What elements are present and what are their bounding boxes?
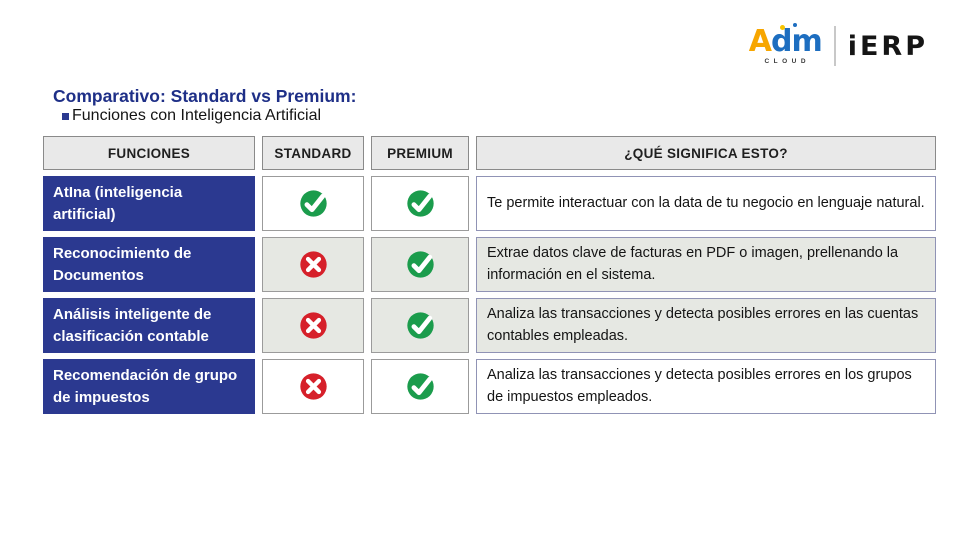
logo-dot-blue bbox=[792, 23, 797, 27]
cross-icon bbox=[298, 249, 329, 280]
column-header-meaning: ¿QUÉ SIGNIFICA ESTO? bbox=[476, 136, 936, 170]
adm-letters-dm: dm bbox=[770, 24, 823, 59]
column-header-funciones: FUNCIONES bbox=[43, 136, 255, 170]
check-icon bbox=[405, 249, 436, 280]
check-icon bbox=[405, 310, 436, 341]
page-subtitle: Funciones con Inteligencia Artificial bbox=[62, 107, 321, 125]
column-header-standard: STANDARD bbox=[262, 136, 364, 170]
check-icon bbox=[405, 371, 436, 402]
column-header-premium: PREMIUM bbox=[371, 136, 469, 170]
function-name-cell: Recomendación de grupo de impuestos bbox=[43, 359, 255, 414]
description-cell: Te permite interactuar con la data de tu… bbox=[476, 176, 936, 231]
standard-status-cell bbox=[262, 176, 364, 231]
cross-icon bbox=[298, 310, 329, 341]
standard-status-cell bbox=[262, 359, 364, 414]
brand-logo: Adm CLOUD iERP bbox=[748, 23, 928, 66]
square-bullet-icon bbox=[62, 112, 69, 120]
adm-wordmark: Adm bbox=[748, 24, 823, 59]
page-title: Comparativo: Standard vs Premium: bbox=[53, 86, 357, 106]
ierp-wordmark: iERP bbox=[847, 30, 928, 62]
adm-letter-a: A bbox=[748, 24, 772, 59]
description-cell: Analiza las transacciones y detecta posi… bbox=[476, 298, 936, 353]
adm-cloud-logo: Adm CLOUD bbox=[748, 23, 823, 65]
function-name-cell: Reconocimiento de Documentos bbox=[43, 237, 255, 292]
premium-status-cell bbox=[371, 359, 469, 414]
comparison-table: FUNCIONES STANDARD PREMIUM ¿QUÉ SIGNIFIC… bbox=[43, 136, 936, 414]
check-icon bbox=[405, 188, 436, 219]
premium-status-cell bbox=[371, 176, 469, 231]
function-name-cell: Análisis inteligente de clasificación co… bbox=[43, 298, 255, 353]
function-name-cell: AtIna (inteligencia artificial) bbox=[43, 176, 255, 231]
premium-status-cell bbox=[371, 237, 469, 292]
page-subtitle-text: Funciones con Inteligencia Artificial bbox=[72, 107, 322, 124]
description-cell: Extrae datos clave de facturas en PDF o … bbox=[476, 237, 936, 292]
premium-status-cell bbox=[371, 298, 469, 353]
logo-dot-yellow bbox=[779, 25, 785, 30]
logo-divider bbox=[833, 26, 836, 66]
standard-status-cell bbox=[262, 237, 364, 292]
cross-icon bbox=[298, 371, 329, 402]
description-cell: Analiza las transacciones y detecta posi… bbox=[476, 359, 936, 414]
check-icon bbox=[298, 188, 329, 219]
standard-status-cell bbox=[262, 298, 364, 353]
cloud-label: CLOUD bbox=[764, 58, 811, 65]
